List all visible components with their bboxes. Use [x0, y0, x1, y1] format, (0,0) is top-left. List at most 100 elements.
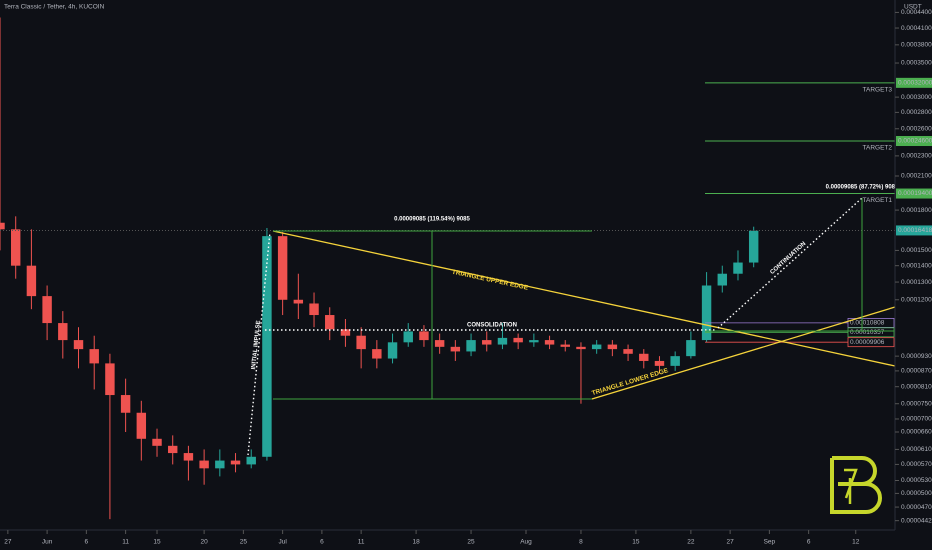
x-tick-label: Jun	[42, 539, 53, 546]
level-box	[847, 327, 895, 338]
annotation: INITIAL IMPULSE	[251, 320, 262, 370]
candle-body	[419, 331, 429, 341]
candle-body	[325, 315, 335, 330]
x-tick-label: 20	[201, 539, 209, 546]
x-tick-label: 25	[467, 539, 475, 546]
y-tick-label: 0.00018000	[901, 207, 932, 214]
level-box	[847, 318, 895, 328]
x-tick-label: 15	[153, 539, 161, 546]
y-tick-label: 0.00005000	[901, 490, 932, 497]
target-label: 0.00024600	[898, 138, 932, 145]
last-price-box	[896, 225, 932, 236]
candle-body	[434, 340, 445, 347]
x-tick-label: 27	[727, 539, 735, 546]
candle-body	[686, 340, 696, 357]
y-tick-label: 0.00026000	[901, 125, 932, 132]
candle-body	[73, 340, 84, 350]
annotation: 0.00009085 (87.72%) 9085	[826, 185, 899, 191]
candle-body	[466, 340, 476, 352]
x-tick-label: 27	[4, 539, 12, 546]
x-tick-label: 11	[358, 539, 365, 546]
x-tick-label: 15	[632, 539, 640, 546]
annotation: CONSOLIDATION	[467, 323, 517, 329]
plot-area: TARGET3 TARGET2 TARGET1 0.00010808 0.0001035…	[0, 17, 895, 520]
candle-body	[717, 273, 727, 286]
candle-body	[654, 360, 665, 366]
x-tick-label: 18	[412, 539, 420, 546]
candle-body	[576, 346, 586, 350]
target-name: TARGET1	[863, 197, 893, 204]
y-tick-label: 0.00008700	[901, 368, 932, 375]
candle-body	[623, 349, 633, 354]
y-tick-label: 0.00015000	[901, 247, 932, 254]
candle-body	[544, 340, 555, 345]
y-tick-label: 0.00006100	[901, 446, 932, 453]
y-tick-label: 0.00044000	[901, 9, 932, 16]
chart-title: Terra Classic / Tether, 4h, KUCOIN	[4, 4, 105, 11]
candle-body	[309, 303, 319, 316]
target-box	[896, 136, 932, 147]
candle-body	[340, 329, 351, 336]
candle-body	[199, 460, 209, 469]
candle-body	[26, 265, 37, 297]
candle-body	[387, 342, 398, 359]
y-tick-label: 0.00021000	[901, 173, 932, 180]
candle-body	[560, 344, 570, 347]
candle-body	[183, 453, 194, 461]
y-tick-label: 0.00041000	[901, 25, 932, 32]
y-tick-label: 0.00030000	[901, 94, 932, 101]
x-tick-label: Sep	[764, 539, 776, 546]
measure-box	[273, 230, 592, 400]
candle-body	[450, 346, 461, 352]
target-label: 0.00019400	[898, 190, 932, 197]
candle-body	[701, 285, 712, 341]
y-tick-label: 0.00007000	[901, 416, 932, 423]
last-price-label: 0.00016418	[898, 227, 932, 234]
y-tick-label: 0.00035000	[901, 60, 932, 67]
candle-body	[0, 222, 5, 230]
y-tick-label: 0.00012000	[901, 296, 932, 303]
candle-body	[733, 262, 743, 274]
candle-body	[591, 344, 602, 350]
candle-body	[89, 349, 99, 364]
level-label: 0.00010357	[850, 329, 885, 336]
candle-body	[372, 349, 382, 359]
target-name: TARGET2	[863, 145, 893, 152]
target-name: TARGET3	[863, 87, 893, 94]
candle-body	[42, 296, 52, 324]
candle-body	[482, 340, 492, 345]
candle-body	[152, 438, 162, 446]
triangle-lower-edge	[591, 306, 896, 400]
measure-box	[705, 198, 895, 332]
candle-body	[607, 344, 618, 350]
x-tick-label: 6	[320, 539, 324, 546]
y-tick-label: 0.00004700	[901, 504, 932, 511]
y-tick-label: 0.00007500	[901, 400, 932, 407]
candle-body	[277, 236, 288, 300]
candle-body	[262, 236, 272, 457]
candle-body	[120, 395, 131, 413]
y-tick-label: 0.00008100	[901, 383, 932, 390]
candle-body	[356, 335, 366, 350]
y-tick-label: 0.00004420	[901, 517, 932, 524]
x-tick-label: 8	[579, 539, 583, 546]
y-tick-label: 0.00014000	[901, 262, 932, 269]
candle-body	[497, 337, 508, 345]
candle-body	[293, 299, 304, 304]
x-tick-label: Aug	[520, 539, 532, 546]
x-tick-label: Jul	[278, 539, 287, 546]
candle-body	[136, 412, 147, 439]
candle-body	[639, 353, 649, 361]
x-tick-label: 25	[240, 539, 248, 546]
candle-body	[168, 445, 178, 454]
candle-body	[513, 337, 523, 343]
x-axis-panel	[0, 530, 932, 550]
target-label: 0.00032000	[898, 80, 932, 87]
continuation-line	[717, 197, 863, 329]
level-box	[847, 337, 895, 348]
target-box	[896, 77, 932, 88]
y-tick-label: 0.00005700	[901, 461, 932, 468]
target-box	[896, 188, 932, 199]
y-tick-label: 0.00038000	[901, 42, 932, 49]
